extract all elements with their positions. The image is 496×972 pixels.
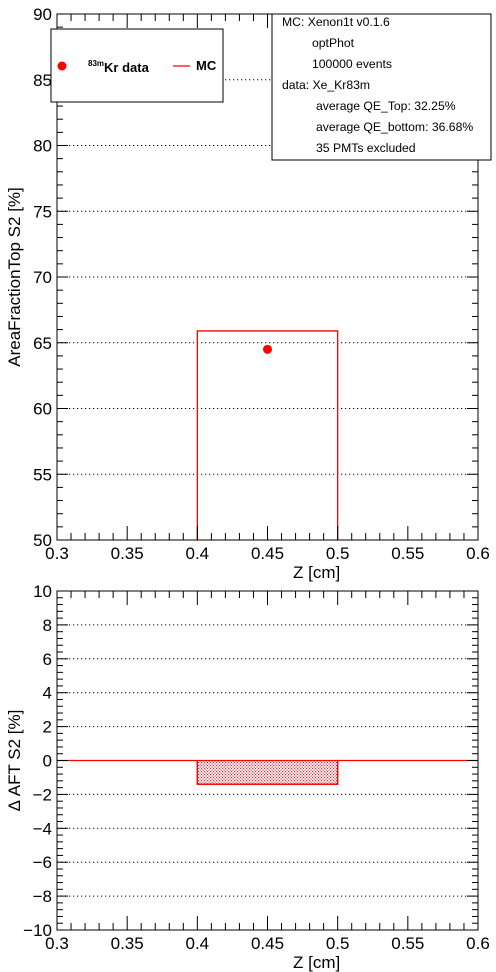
info-box: MC: Xenon1t v0.1.6 optPhot 100000 events da… xyxy=(271,13,492,161)
legend-marker-dot xyxy=(57,61,67,71)
y-tick-label: 8 xyxy=(43,616,52,635)
plot-panel-1: 50 55 60 65 70 75 80 85 90 0.3 0.35 0.4 0.45 0.5 0.55 0… xyxy=(5,5,492,582)
y-tick-label: −6 xyxy=(33,853,52,872)
x-axis-title: Z [cm] xyxy=(293,563,340,582)
y-tick-label: −8 xyxy=(33,887,52,906)
y-tick-label: 2 xyxy=(43,718,52,737)
y-tick-label: 55 xyxy=(33,465,52,484)
plot-panel-2: −10 −8 −6 −4 −2 0 2 4 6 8 10 0.3 0.35 0.4 0.45 0.5 0.55 0… xyxy=(5,582,490,972)
x-tick-label: 0.4 xyxy=(186,544,210,563)
info-box-line: average QE_bottom: 36.68% xyxy=(316,120,473,134)
difference-histogram-outline xyxy=(57,759,478,785)
y-axis-title: AreaFractionTop S2 [%] xyxy=(5,187,24,367)
info-box-line: optPhot xyxy=(312,36,355,50)
legend: 83mKr data MC xyxy=(50,28,224,103)
y-tick-label: 50 xyxy=(33,531,52,550)
y-tick-label: −10 xyxy=(23,921,52,940)
y-tick-label: −4 xyxy=(33,819,52,838)
x-tick-label: 0.45 xyxy=(251,934,284,953)
info-box-line: average QE_Top: 32.25% xyxy=(316,99,456,113)
y-tick-label: 70 xyxy=(33,268,52,287)
x-tick-label: 0.3 xyxy=(45,544,69,563)
y-tick-label: 75 xyxy=(33,202,52,221)
legend-label-sup: 83m xyxy=(88,59,104,68)
legend-label: MC xyxy=(196,58,217,73)
x-tick-label: 0.4 xyxy=(186,934,210,953)
kr-data-point xyxy=(263,344,272,354)
info-box-frame xyxy=(271,13,492,161)
y-tick-label: 6 xyxy=(43,650,52,669)
info-box-line: 100000 events xyxy=(312,57,392,71)
legend-label-main: Kr data xyxy=(104,60,150,75)
y-tick-label: 4 xyxy=(43,684,52,703)
difference-bar xyxy=(196,759,339,785)
x-tick-label: 0.35 xyxy=(111,544,144,563)
x-tick-label: 0.5 xyxy=(326,934,350,953)
legend-label: 83mKr data xyxy=(88,59,150,75)
x-axis-title: Z [cm] xyxy=(293,953,340,972)
y-tick-label: 0 xyxy=(43,752,52,771)
x-tick-label: 0.6 xyxy=(466,934,490,953)
y-tick-label: 80 xyxy=(33,137,52,156)
y-axis-title: Δ AFT S2 [%] xyxy=(5,710,24,812)
x-tick-label: 0.55 xyxy=(391,934,424,953)
y-tick-label: 10 xyxy=(33,582,52,601)
x-tick-label: 0.6 xyxy=(466,544,490,563)
x-tick-label: 0.55 xyxy=(391,544,424,563)
info-box-line: MC: Xenon1t v0.1.6 xyxy=(282,15,390,29)
x-tick-label: 0.45 xyxy=(251,544,284,563)
y-tick-label: 65 xyxy=(33,334,52,353)
x-tick-label: 0.35 xyxy=(111,934,144,953)
y-tick-label: 60 xyxy=(33,400,52,419)
x-tick-label: 0.5 xyxy=(326,544,350,563)
y-tick-label: 90 xyxy=(33,5,52,24)
legend-box xyxy=(50,28,224,103)
x-tick-label: 0.3 xyxy=(45,934,69,953)
mc-histogram-bin xyxy=(196,330,339,540)
info-box-line: data: Xe_Kr83m xyxy=(282,78,370,92)
y-tick-label: 85 xyxy=(33,71,52,90)
y-tick-label: −2 xyxy=(33,785,52,804)
info-box-line: 35 PMTs excluded xyxy=(316,141,416,155)
